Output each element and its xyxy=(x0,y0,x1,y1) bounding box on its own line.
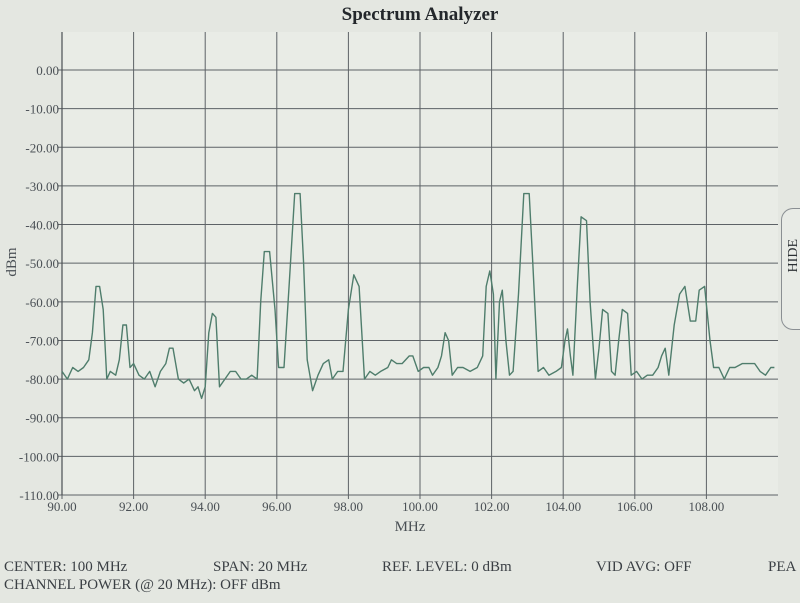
y-tick-label: 0.00 xyxy=(36,63,59,78)
y-tick-label: -30.00 xyxy=(25,179,59,194)
y-tick-label: -110.00 xyxy=(19,488,59,503)
x-tick-label: 96.00 xyxy=(262,499,291,514)
y-axis-label: dBm xyxy=(4,247,20,277)
hide-label: HIDE xyxy=(786,239,800,273)
hide-button[interactable]: HIDE xyxy=(781,208,800,330)
y-tick-label: -80.00 xyxy=(25,372,59,387)
peak-status: PEA xyxy=(768,559,797,575)
x-axis-label: MHz xyxy=(395,519,426,535)
y-tick-label: -50.00 xyxy=(25,256,59,271)
y-tick-label: -40.00 xyxy=(25,218,59,233)
x-tick-label: 90.00 xyxy=(47,499,76,514)
chart-title: Spectrum Analyzer xyxy=(341,4,499,25)
x-tick-label: 98.00 xyxy=(334,499,363,514)
x-tick-label: 94.00 xyxy=(191,499,220,514)
y-tick-label: -10.00 xyxy=(25,102,59,117)
y-tick-label: -70.00 xyxy=(25,333,59,348)
x-tick-label: 108.00 xyxy=(689,499,725,514)
y-tick-label: -90.00 xyxy=(25,411,59,426)
x-tick-label: 92.00 xyxy=(119,499,148,514)
spectrum-chart: 90.00 92.00 94.00 96.00 98.00 100.00 102.00 104… xyxy=(4,32,778,535)
spectrum-trace xyxy=(61,192,775,400)
span: SPAN: 20 MHz xyxy=(213,559,308,575)
channel-power: CHANNEL POWER (@ 20 MHz): OFF dBm xyxy=(4,577,281,593)
center-frequency: CENTER: 100 MHz xyxy=(4,559,128,575)
x-tick-label: 106.00 xyxy=(617,499,653,514)
y-tick-label: -20.00 xyxy=(25,140,59,155)
ref-level: REF. LEVEL: 0 dBm xyxy=(382,559,512,575)
x-tick-label: 104.00 xyxy=(545,499,581,514)
video-average: VID AVG: OFF xyxy=(596,559,692,575)
y-tick-label: -60.00 xyxy=(25,295,59,310)
x-tick-label: 102.00 xyxy=(474,499,510,514)
y-tick-label: -100.00 xyxy=(19,449,59,464)
x-tick-label: 100.00 xyxy=(402,499,438,514)
